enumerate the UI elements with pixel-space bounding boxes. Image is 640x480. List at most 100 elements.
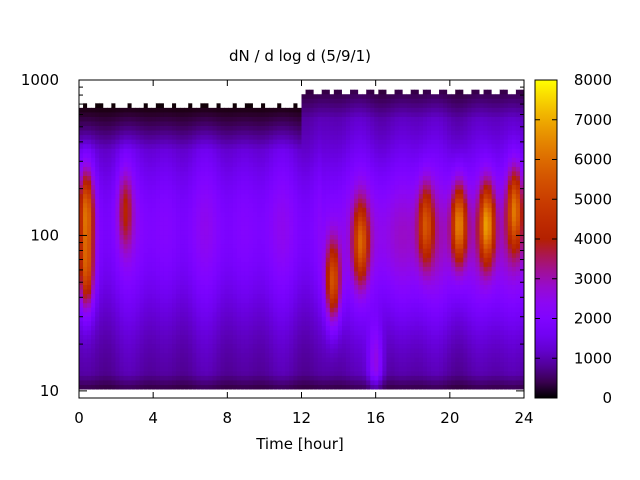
heatmap-cell	[184, 307, 189, 313]
heatmap-cell	[180, 157, 185, 163]
heatmap-cell	[281, 293, 286, 299]
heatmap-cell	[313, 366, 319, 372]
heatmap-cell	[155, 102, 161, 108]
heatmap-cell	[79, 266, 84, 272]
heatmap-cell	[220, 89, 226, 95]
heatmap-cell	[204, 375, 210, 381]
heatmap-cell	[208, 270, 214, 276]
heatmap-cell	[135, 393, 141, 398]
heatmap-cell	[358, 89, 363, 95]
heatmap-cell	[362, 111, 367, 117]
heatmap-cell	[289, 170, 295, 176]
heatmap-cell	[325, 348, 331, 354]
heatmap-cell	[95, 234, 100, 240]
heatmap-cell	[305, 261, 311, 267]
heatmap-cell	[224, 193, 230, 199]
heatmap-cell	[313, 239, 319, 245]
heatmap-cell	[184, 129, 189, 136]
heatmap-cell	[131, 125, 137, 131]
heatmap-cell	[184, 216, 189, 222]
heatmap-cell	[293, 198, 299, 204]
heatmap-cell	[265, 93, 270, 99]
heatmap-cell	[204, 143, 210, 149]
heatmap-cell	[143, 261, 149, 267]
heatmap-cell	[248, 80, 254, 86]
heatmap-cell	[87, 270, 92, 276]
heatmap-cell	[131, 298, 137, 304]
heatmap-cell	[168, 170, 173, 176]
heatmap-cell	[337, 216, 343, 222]
heatmap-cell	[131, 352, 137, 358]
heatmap-cell	[91, 388, 96, 395]
heatmap-cell	[354, 298, 359, 304]
heatmap-cell	[139, 311, 145, 317]
heatmap-cell	[123, 189, 129, 195]
heatmap-cell	[115, 275, 121, 281]
heatmap-cell	[168, 357, 173, 363]
heatmap-cell	[248, 229, 254, 236]
heatmap-cell	[200, 234, 206, 240]
heatmap-cell	[232, 311, 238, 317]
heatmap-cell	[289, 320, 295, 326]
heatmap-cell	[366, 329, 371, 335]
heatmap-cell	[346, 220, 351, 226]
heatmap-cell	[329, 152, 335, 158]
heatmap-cell	[313, 329, 319, 335]
heatmap-cell	[139, 161, 145, 167]
heatmap-cell	[95, 125, 100, 131]
heatmap-cell	[119, 93, 125, 99]
heatmap-cell	[293, 175, 299, 181]
heatmap-cell	[265, 348, 270, 354]
heatmap-cell	[232, 343, 238, 349]
heatmap-cell	[337, 93, 343, 99]
heatmap-cell	[107, 257, 112, 263]
heatmap-cell	[236, 189, 242, 195]
heatmap-cell	[163, 202, 169, 208]
heatmap-cell	[115, 170, 121, 176]
heatmap-cell	[115, 257, 121, 263]
heatmap-cell	[350, 234, 355, 240]
heatmap-cell	[135, 379, 141, 385]
heatmap-cell	[139, 202, 145, 208]
heatmap-cell	[123, 220, 129, 226]
heatmap-cell	[293, 252, 299, 258]
heatmap-cell	[91, 170, 96, 176]
heatmap-cell	[159, 379, 165, 385]
heatmap-cell	[293, 234, 299, 240]
heatmap-cell	[99, 89, 104, 95]
heatmap-cell	[325, 288, 331, 295]
heatmap-cell	[131, 338, 137, 345]
heatmap-cell	[135, 270, 141, 276]
heatmap-cell	[151, 375, 157, 381]
heatmap-cell	[285, 225, 290, 231]
heatmap-cell	[293, 284, 299, 290]
heatmap-cell	[204, 170, 210, 176]
heatmap-cell	[354, 148, 359, 154]
heatmap-cell	[333, 307, 339, 313]
heatmap-cell	[135, 148, 141, 154]
heatmap-cell	[87, 279, 92, 286]
heatmap-cell	[232, 361, 238, 367]
heatmap-cell	[321, 139, 327, 145]
heatmap-cell	[212, 357, 218, 363]
heatmap-cell	[325, 179, 331, 186]
heatmap-cell	[216, 357, 222, 363]
heatmap-cell	[220, 84, 226, 90]
heatmap-cell	[277, 111, 282, 117]
heatmap-cell	[143, 370, 149, 376]
heatmap-cell	[216, 311, 222, 317]
heatmap-cell	[196, 248, 201, 254]
heatmap-cell	[281, 161, 286, 167]
heatmap-cell	[127, 107, 133, 113]
heatmap-cell	[103, 125, 108, 131]
heatmap-cell	[107, 266, 112, 272]
heatmap-cell	[228, 229, 234, 236]
heatmap-cell	[261, 302, 266, 308]
heatmap-cell	[151, 388, 157, 395]
heatmap-cell	[180, 139, 185, 145]
heatmap-cell	[232, 275, 238, 281]
heatmap-cell	[180, 111, 185, 117]
heatmap-cell	[208, 202, 214, 208]
heatmap-cell	[261, 211, 266, 217]
heatmap-cell	[172, 248, 177, 254]
